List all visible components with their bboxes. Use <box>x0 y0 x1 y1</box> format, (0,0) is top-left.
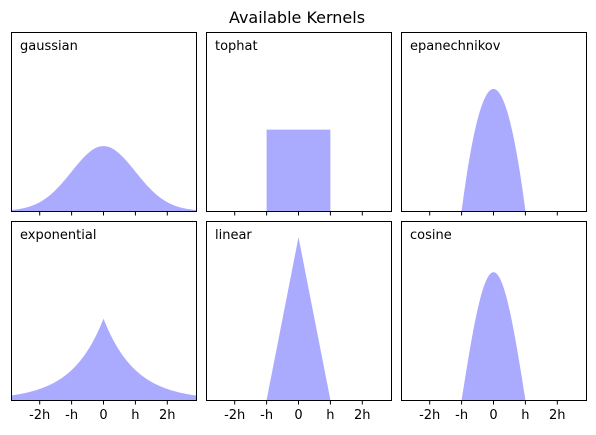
tophat-area <box>266 129 331 211</box>
panel-cosine: -2h -h 0 h 2h cosine <box>401 221 587 423</box>
panel-tophat: tophat <box>206 32 392 216</box>
panel-linear: -2h -h 0 h 2h linear <box>206 221 392 423</box>
cosine-area <box>461 272 526 400</box>
linear-tick-label: 0 <box>294 408 302 423</box>
exponential-tick-label: h <box>131 408 139 423</box>
tophat-panel-label: tophat <box>215 39 258 54</box>
gaussian-panel-label: gaussian <box>20 39 78 54</box>
exponential-tick-label: -2h <box>29 408 50 423</box>
exponential-area <box>11 318 196 400</box>
figure-title: Available Kernels <box>229 8 365 27</box>
linear-tick-label: -2h <box>224 408 245 423</box>
exponential-tick-label: 2h <box>159 408 176 423</box>
linear-tick-label: h <box>326 408 334 423</box>
cosine-panel-label: cosine <box>410 228 452 243</box>
cosine-tick-label: 0 <box>489 408 497 423</box>
linear-tick-label: 2h <box>354 408 371 423</box>
panel-exponential: -2h -h 0 h 2h exponential <box>11 221 197 423</box>
epanechnikov-area <box>461 88 526 211</box>
gaussian-area <box>11 146 196 211</box>
panel-gaussian: gaussian <box>11 32 197 216</box>
panels-group: gaussian tophat epanechnikov -2h -h 0 h 2h expon… <box>11 32 587 423</box>
cosine-tick-label: -h <box>455 408 468 423</box>
cosine-tick-label: -2h <box>419 408 440 423</box>
exponential-tick-label: -h <box>65 408 78 423</box>
cosine-tick-label: h <box>521 408 529 423</box>
panel-epanechnikov: epanechnikov <box>401 32 587 216</box>
epanechnikov-panel-label: epanechnikov <box>410 39 501 54</box>
linear-panel-label: linear <box>215 228 252 243</box>
cosine-tick-label: 2h <box>549 408 566 423</box>
exponential-panel-label: exponential <box>20 228 96 243</box>
linear-area <box>266 237 331 400</box>
linear-tick-label: -h <box>260 408 273 423</box>
exponential-tick-label: 0 <box>99 408 107 423</box>
